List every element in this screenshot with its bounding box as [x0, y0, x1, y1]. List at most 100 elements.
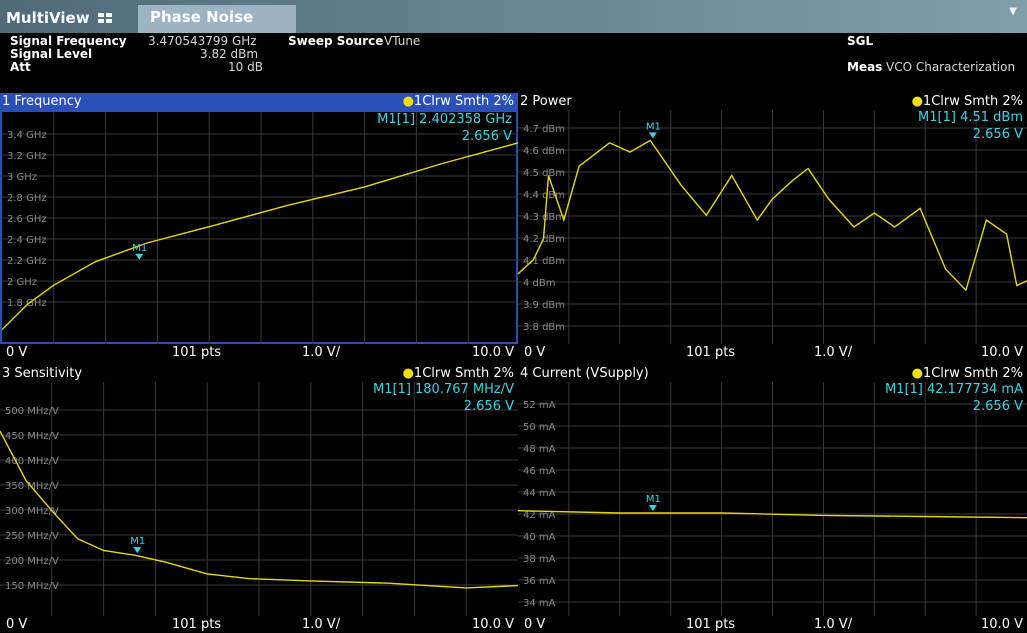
- trace-info: ●1Clrw Smth 2%: [911, 366, 1023, 381]
- points-count: 101 pts: [172, 345, 222, 360]
- trace-info: ●1Clrw Smth 2%: [911, 94, 1023, 109]
- panel-header: 1 Frequency ●1Clrw Smth 2%: [0, 93, 518, 110]
- x-stop: 10.0 V: [981, 617, 1023, 632]
- tab-multiview-label: MultiView: [6, 9, 90, 27]
- marker-triangle-icon[interactable]: [133, 547, 142, 554]
- info-bar: Signal Frequency 3.470543799 GHz Sweep S…: [0, 33, 1027, 93]
- panel-title: 1 Frequency: [2, 94, 82, 109]
- marker-readout: M1[1] 2.402358 GHz: [377, 112, 512, 127]
- y-tick-label: 400 MHz/V: [5, 456, 59, 467]
- plot-area[interactable]: 52 mA 50 mA 48 mA 46 mA 44 mA 42 mA 40 mA 38 mA…: [518, 382, 1027, 616]
- y-tick-label: 50 mA: [523, 422, 556, 433]
- panel-title: 4 Current (VSupply): [520, 366, 649, 381]
- grid: [2, 112, 520, 346]
- dropdown-arrow-icon[interactable]: ▼: [1009, 6, 1017, 17]
- x-start: 0 V: [524, 345, 546, 360]
- y-tick-label: 3.2 GHz: [7, 151, 47, 162]
- trace-info: ●1Clrw Smth 2%: [402, 366, 514, 381]
- panel-header: 3 Sensitivity ●1Clrw Smth 2%: [0, 365, 518, 382]
- y-tick-label: 4.6 dBm: [523, 146, 565, 157]
- y-tick-label: 36 mA: [523, 576, 556, 587]
- diagram-power[interactable]: 2 Power ●1Clrw Smth 2% 4.7 dBm 4.6 dBm 4.5…: [518, 93, 1027, 361]
- y-tick-label: 2 GHz: [7, 277, 37, 288]
- tab-bar: MultiView Phase Noise ▼: [0, 0, 1027, 33]
- marker-label: M1: [646, 494, 661, 505]
- y-tick-label: 38 mA: [523, 554, 556, 565]
- panel-title: 2 Power: [520, 94, 572, 109]
- y-tick-label: 4.4 dBm: [523, 190, 565, 201]
- signal-level-value: 3.82 dBm: [200, 47, 259, 61]
- meas-label: Meas: [847, 60, 883, 74]
- marker-label: M1: [130, 536, 145, 547]
- plot-area[interactable]: 4.7 dBm 4.6 dBm 4.5 dBm 4.4 dBm 4.3 dBm 4.2 d…: [518, 110, 1027, 344]
- y-tick-label: 3 GHz: [7, 172, 37, 183]
- marker-readout: M1[1] 180.767 MHz/V: [372, 382, 514, 397]
- x-start: 0 V: [6, 617, 28, 632]
- plot-area[interactable]: 500 MHz/V 450 MHz/V 400 MHz/V 350 MHz/V 300 …: [0, 382, 518, 616]
- y-tick-label: 2.6 GHz: [7, 214, 47, 225]
- tab-phase-noise[interactable]: Phase Noise: [138, 5, 296, 33]
- y-tick-label: 46 mA: [523, 466, 556, 477]
- signal-frequency-value: 3.470543799 GHz: [148, 34, 257, 48]
- trace-dot-icon: ●: [911, 94, 923, 109]
- att-label: Att: [10, 60, 31, 74]
- marker-triangle-icon[interactable]: [648, 132, 657, 139]
- sweep-source-value: VTune: [384, 34, 421, 48]
- sgl-indicator: SGL: [847, 34, 874, 48]
- y-tick-label: 34 mA: [523, 598, 556, 609]
- plot-area[interactable]: 3.4 GHz 3.2 GHz 3 GHz 2.8 GHz 2.6 GHz 2.4 GHz…: [0, 110, 520, 346]
- trace-line: [2, 141, 520, 331]
- trace-dot-icon: ●: [911, 366, 923, 381]
- y-tick-label: 4.3 dBm: [523, 212, 565, 223]
- y-tick-label: 4.5 dBm: [523, 168, 565, 179]
- trace-line: [0, 430, 518, 589]
- points-count: 101 pts: [172, 617, 222, 632]
- marker-x-readout: 2.656 V: [972, 399, 1023, 414]
- y-tick-label: 4.1 dBm: [523, 256, 565, 267]
- diagram-sensitivity[interactable]: 3 Sensitivity ●1Clrw Smth 2% 500 MHz/V 45…: [0, 365, 518, 633]
- panel-header: 2 Power ●1Clrw Smth 2%: [518, 93, 1027, 110]
- trace-line: [518, 510, 1027, 519]
- signal-frequency-label: Signal Frequency: [10, 34, 127, 48]
- x-start: 0 V: [6, 345, 28, 360]
- multiview-icon: [97, 13, 112, 23]
- x-div: 1.0 V/: [814, 617, 853, 632]
- x-stop: 10.0 V: [981, 345, 1023, 360]
- panel-header: 4 Current (VSupply) ●1Clrw Smth 2%: [518, 365, 1027, 382]
- trace-line: [518, 139, 1027, 292]
- marker-label: M1: [132, 243, 147, 254]
- panel-footer: 0 V 101 pts 1.0 V/ 10.0 V: [518, 616, 1027, 633]
- diagram-current[interactable]: 4 Current (VSupply) ●1Clrw Smth 2% 52 mA…: [518, 365, 1027, 633]
- x-div: 1.0 V/: [814, 345, 853, 360]
- diagram-frequency[interactable]: 1 Frequency ●1Clrw Smth 2% 3.4 GHz 3.2 GH…: [0, 93, 520, 361]
- marker-readout: M1[1] 4.51 dBm: [918, 110, 1023, 125]
- points-count: 101 pts: [686, 345, 736, 360]
- y-tick-label: 500 MHz/V: [5, 406, 59, 417]
- att-value: 10 dB: [228, 60, 263, 74]
- y-tick-label: 300 MHz/V: [5, 506, 59, 517]
- x-stop: 10.0 V: [472, 345, 514, 360]
- trace-info: ●1Clrw Smth 2%: [402, 94, 514, 109]
- marker-label: M1: [646, 121, 661, 132]
- y-tick-label: 4.2 dBm: [523, 234, 565, 245]
- meas-value: VCO Characterization: [886, 60, 1016, 74]
- marker-x-readout: 2.656 V: [972, 127, 1023, 142]
- y-tick-label: 250 MHz/V: [5, 531, 59, 542]
- y-tick-label: 2.8 GHz: [7, 193, 47, 204]
- panel-footer: 0 V 101 pts 1.0 V/ 10.0 V: [0, 616, 518, 633]
- y-tick-label: 3.9 dBm: [523, 300, 565, 311]
- signal-level-label: Signal Level: [10, 47, 93, 61]
- grid: [518, 110, 1027, 344]
- marker-triangle-icon[interactable]: [648, 505, 657, 512]
- y-tick-label: 2.4 GHz: [7, 235, 47, 246]
- trace-dot-icon: ●: [402, 94, 414, 109]
- y-tick-label: 3.4 GHz: [7, 130, 47, 141]
- marker-triangle-icon[interactable]: [135, 253, 144, 260]
- panel-footer: 0 V 101 pts 1.0 V/ 10.0 V: [0, 344, 518, 361]
- panel-footer: 0 V 101 pts 1.0 V/ 10.0 V: [518, 344, 1027, 361]
- y-tick-label: 48 mA: [523, 444, 556, 455]
- tab-multiview[interactable]: MultiView: [6, 6, 112, 30]
- panel-title: 3 Sensitivity: [2, 366, 83, 381]
- y-tick-label: 150 MHz/V: [5, 581, 59, 592]
- x-div: 1.0 V/: [302, 617, 341, 632]
